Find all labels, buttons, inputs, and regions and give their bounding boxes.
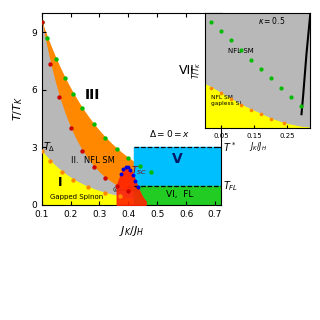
- Point: [228, 38, 234, 43]
- Point: [71, 92, 76, 97]
- Point: [53, 57, 59, 62]
- Text: $T_{FL}$: $T_{FL}$: [223, 179, 238, 193]
- Point: [71, 177, 76, 182]
- Point: [228, 97, 234, 102]
- Point: [135, 184, 140, 189]
- Text: $T_{SC}$: $T_{SC}$: [131, 164, 147, 177]
- Point: [268, 76, 273, 81]
- Point: [133, 178, 138, 183]
- Text: VI,  FL: VI, FL: [166, 190, 193, 199]
- Point: [114, 146, 119, 151]
- Point: [85, 184, 91, 189]
- Point: [114, 183, 119, 188]
- Point: [282, 121, 287, 126]
- Text: I: I: [58, 176, 62, 188]
- Point: [238, 47, 244, 52]
- Text: V: V: [172, 152, 182, 165]
- Point: [298, 104, 303, 109]
- Point: [123, 164, 128, 169]
- Text: $\Delta=0=x$: $\Delta=0=x$: [148, 128, 190, 139]
- Point: [126, 189, 131, 194]
- Point: [103, 190, 108, 196]
- Point: [258, 67, 263, 72]
- Point: [91, 122, 96, 127]
- Point: [268, 116, 273, 121]
- Point: [68, 126, 73, 131]
- Text: $T^*$: $T^*$: [223, 140, 236, 154]
- Text: NFL SM
gapless SL: NFL SM gapless SL: [212, 95, 243, 106]
- Point: [278, 85, 283, 90]
- Text: Gapped Spinon: Gapped Spinon: [50, 195, 104, 200]
- Y-axis label: $T/T_K$: $T/T_K$: [191, 61, 204, 79]
- Text: VII: VII: [179, 64, 195, 77]
- Point: [91, 164, 96, 169]
- Point: [219, 29, 224, 34]
- Point: [137, 163, 142, 168]
- Text: $T_\Delta$: $T_\Delta$: [43, 140, 56, 154]
- Point: [238, 102, 244, 108]
- Point: [56, 94, 61, 99]
- Point: [121, 167, 126, 172]
- Point: [62, 76, 67, 81]
- Point: [209, 85, 214, 90]
- Point: [128, 167, 133, 172]
- Point: [48, 62, 53, 67]
- Point: [258, 112, 263, 117]
- Point: [79, 106, 84, 111]
- Point: [103, 135, 108, 140]
- Point: [39, 148, 44, 154]
- X-axis label: $J_K/J_H$: $J_K/J_H$: [249, 140, 267, 153]
- Text: II.  NFL SM: II. NFL SM: [70, 156, 114, 164]
- Text: III: III: [85, 88, 100, 102]
- Point: [130, 172, 135, 177]
- Point: [209, 20, 214, 25]
- Point: [48, 158, 53, 164]
- Point: [39, 20, 44, 25]
- Point: [118, 172, 124, 177]
- Y-axis label: $T/T_K$: $T/T_K$: [12, 96, 25, 121]
- Point: [103, 175, 108, 180]
- Point: [45, 36, 50, 41]
- Point: [149, 170, 154, 175]
- Point: [219, 91, 224, 96]
- Point: [248, 58, 253, 63]
- Point: [288, 94, 293, 100]
- Text: $(g_{oc}, T_{oc})$: $(g_{oc}, T_{oc})$: [112, 185, 139, 194]
- Point: [79, 148, 84, 153]
- X-axis label: $J_K/J_H$: $J_K/J_H$: [119, 224, 144, 238]
- Point: [125, 164, 131, 169]
- Point: [248, 107, 253, 112]
- Point: [39, 20, 44, 25]
- Point: [117, 194, 122, 199]
- Text: $\kappa=0.5$: $\kappa=0.5$: [258, 15, 285, 26]
- Point: [59, 169, 64, 174]
- Point: [126, 156, 131, 161]
- Text: NFL SM: NFL SM: [228, 48, 254, 54]
